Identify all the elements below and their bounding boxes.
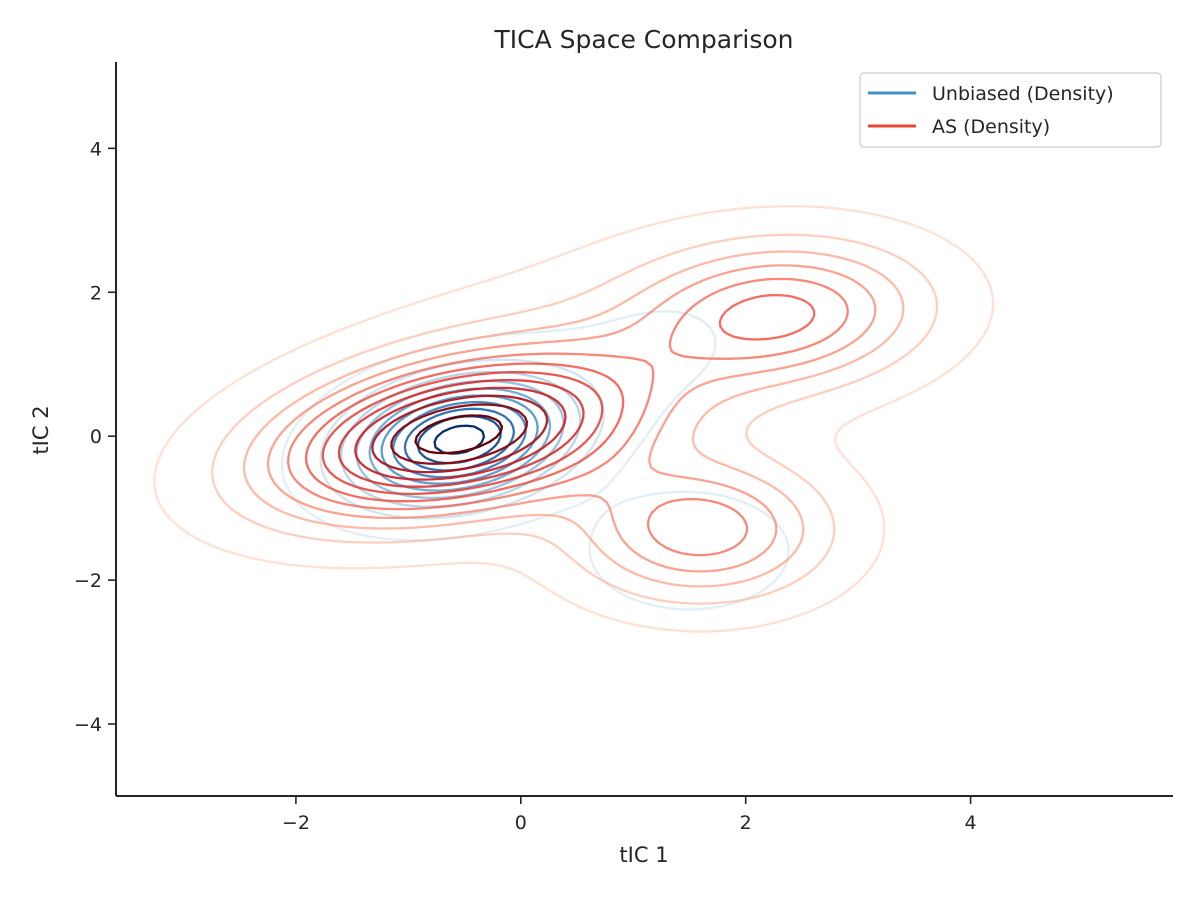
unbiased-density-contour [433, 424, 486, 455]
y-ticks: −4 −2 0 2 4 [74, 138, 116, 736]
x-tick-label: −2 [282, 812, 310, 834]
legend: Unbiased (Density) AS (Density) [859, 72, 1162, 148]
legend-label-unbiased: Unbiased (Density) [932, 83, 1114, 105]
x-tick-label: 4 [965, 812, 977, 834]
as-density-contour [242, 250, 905, 588]
y-tick-label: −2 [74, 570, 102, 592]
y-tick-label: 2 [90, 282, 102, 304]
y-tick-label: 0 [90, 426, 102, 448]
as-density-contour [211, 233, 939, 605]
legend-label-as: AS (Density) [932, 116, 1050, 138]
y-tick-label: −4 [74, 714, 102, 736]
y-axis-label: tIC 2 [29, 405, 53, 454]
as-density-contour [414, 414, 504, 455]
as-density-contour [286, 277, 849, 557]
chart-title: TICA Space Comparison [494, 25, 794, 54]
as-density-contour [321, 371, 604, 496]
x-ticks: −2 0 2 4 [282, 796, 977, 834]
x-tick-label: 0 [515, 812, 527, 834]
contour-layer [153, 205, 995, 633]
axes [115, 62, 1173, 797]
x-tick-label: 2 [740, 812, 752, 834]
as-density-contour [337, 378, 585, 488]
y-tick-label: 4 [90, 138, 102, 160]
as-density-contour [354, 386, 567, 481]
as-density-contour [266, 264, 877, 573]
as-density-contour [153, 205, 995, 633]
legend-box [859, 72, 1162, 148]
as-density-contour [371, 394, 549, 474]
x-axis-label: tIC 1 [619, 843, 668, 867]
as-density-contour [390, 403, 529, 465]
unbiased-density-contour [416, 415, 502, 465]
as-density-contour [304, 293, 816, 503]
